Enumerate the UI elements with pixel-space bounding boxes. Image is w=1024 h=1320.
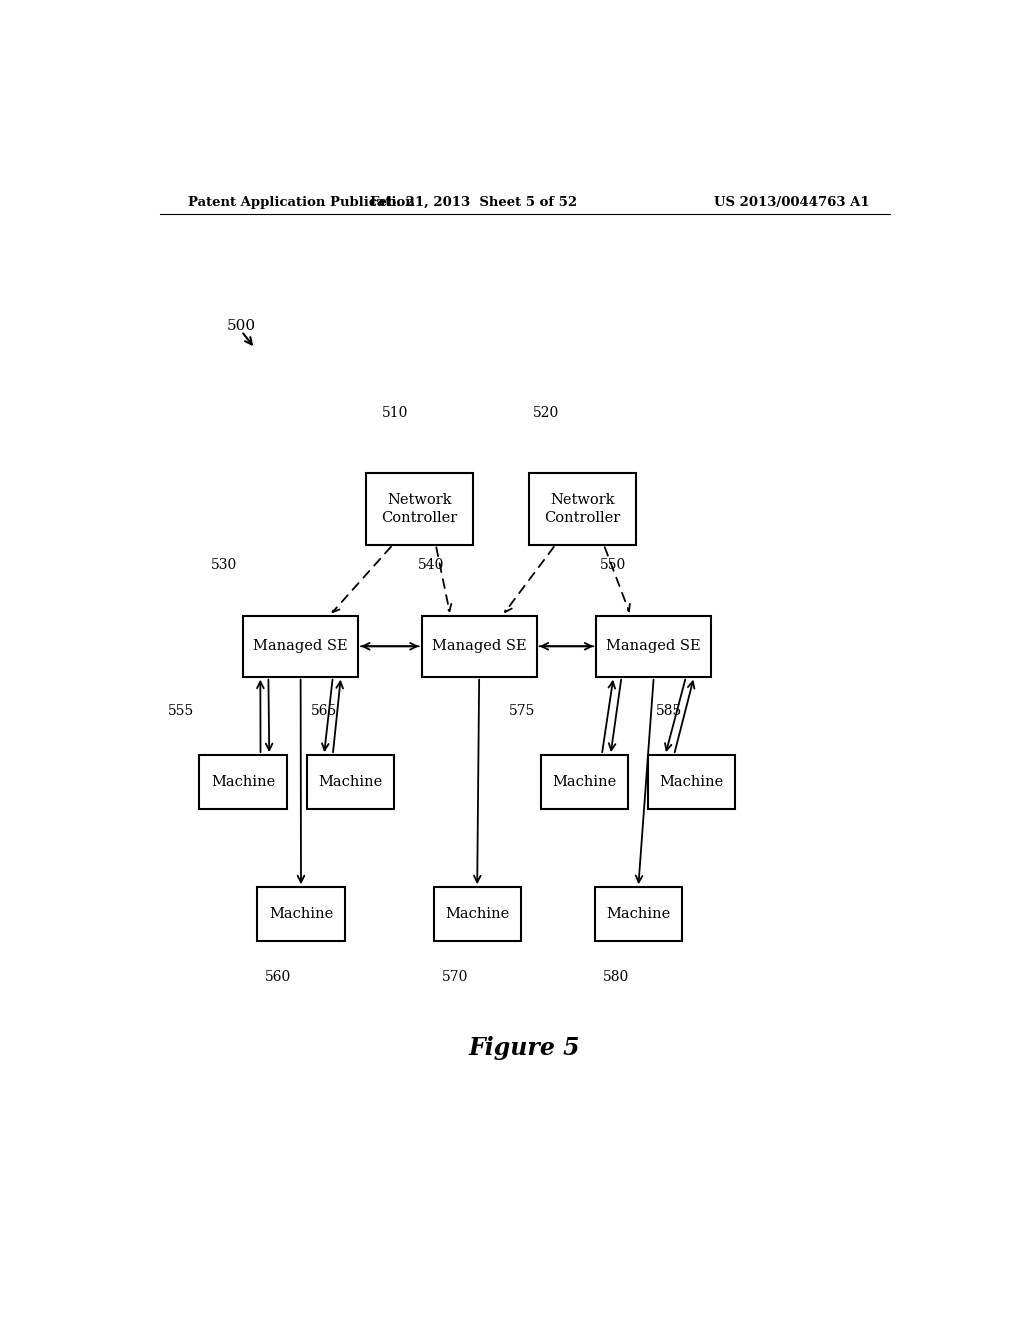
Text: Machine: Machine: [659, 775, 724, 789]
Bar: [200, 755, 287, 809]
Text: 560: 560: [265, 970, 292, 983]
Text: Managed SE: Managed SE: [432, 639, 526, 653]
Text: 520: 520: [532, 405, 559, 420]
Text: Feb. 21, 2013  Sheet 5 of 52: Feb. 21, 2013 Sheet 5 of 52: [370, 195, 577, 209]
Bar: [541, 755, 628, 809]
Text: Patent Application Publication: Patent Application Publication: [187, 195, 415, 209]
Text: 540: 540: [418, 558, 444, 572]
Bar: [306, 755, 394, 809]
Text: 580: 580: [602, 970, 629, 983]
Text: 575: 575: [509, 705, 536, 718]
Text: Machine: Machine: [552, 775, 616, 789]
Bar: [433, 887, 521, 941]
Text: 585: 585: [655, 705, 682, 718]
Text: 510: 510: [382, 405, 409, 420]
Bar: [595, 887, 682, 941]
Text: 565: 565: [310, 705, 337, 718]
Bar: [367, 474, 473, 545]
Bar: [257, 887, 345, 941]
Text: Machine: Machine: [211, 775, 275, 789]
Text: 500: 500: [227, 319, 256, 333]
Text: Machine: Machine: [318, 775, 382, 789]
Text: Machine: Machine: [445, 907, 509, 921]
Bar: [422, 615, 537, 677]
Text: 530: 530: [211, 558, 238, 572]
Text: Network
Controller: Network Controller: [382, 494, 458, 525]
Text: Machine: Machine: [269, 907, 333, 921]
Bar: [648, 755, 735, 809]
Text: 550: 550: [600, 558, 627, 572]
Bar: [528, 474, 636, 545]
Text: Managed SE: Managed SE: [253, 639, 348, 653]
Bar: [243, 615, 358, 677]
Text: Managed SE: Managed SE: [606, 639, 701, 653]
Text: Network
Controller: Network Controller: [544, 494, 621, 525]
Bar: [596, 615, 712, 677]
Text: 570: 570: [441, 970, 468, 983]
Text: US 2013/0044763 A1: US 2013/0044763 A1: [715, 195, 870, 209]
Text: Figure 5: Figure 5: [469, 1036, 581, 1060]
Text: Machine: Machine: [606, 907, 671, 921]
Text: 555: 555: [168, 705, 194, 718]
